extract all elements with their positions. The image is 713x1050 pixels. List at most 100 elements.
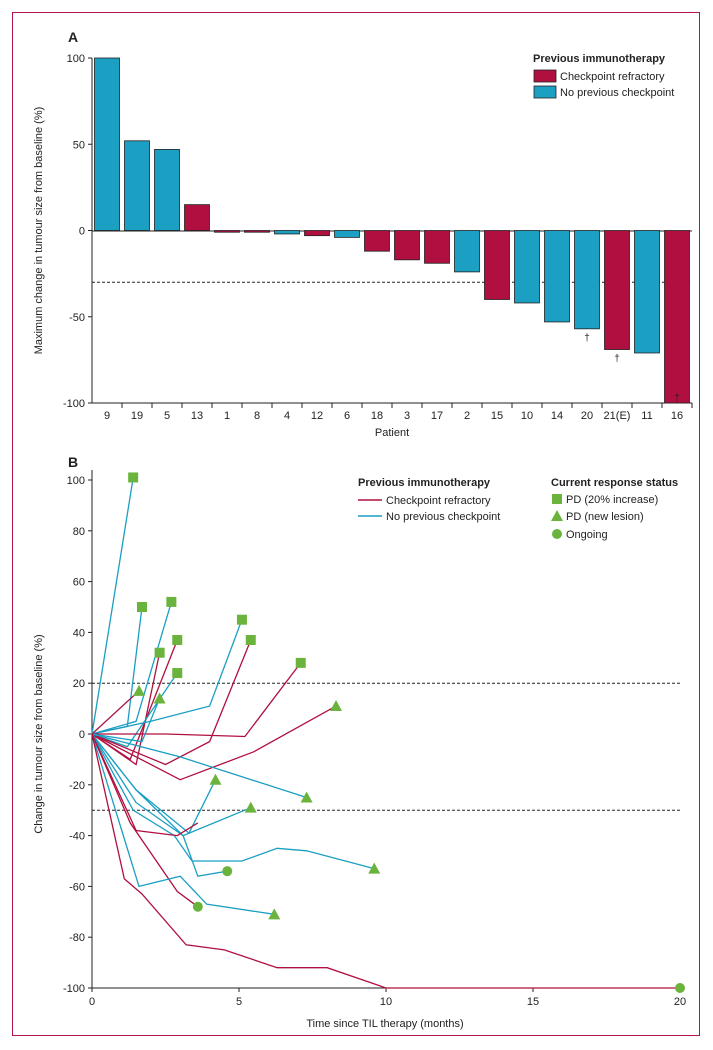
patient-trajectory-line — [91, 601, 173, 735]
legend-label-refractory: Checkpoint refractory — [560, 71, 665, 83]
marker-ongoing — [675, 983, 685, 993]
marker-pd-20-increase — [136, 602, 147, 612]
patient-trajectory-line — [91, 606, 143, 735]
bar-patient — [124, 140, 150, 231]
marker-pd-new-lesion — [300, 791, 313, 803]
marker-pd-20-increase — [236, 614, 247, 625]
panel-b-title: B — [68, 454, 78, 470]
patient-trajectory-line — [91, 639, 252, 766]
panel-a-y-tick-label: 100 — [67, 53, 85, 65]
panel-b-y-tick-label: 40 — [73, 627, 85, 639]
panel-b-y-tick-label: -100 — [63, 983, 85, 995]
bar-patient — [304, 230, 330, 237]
patient-trajectory-line — [91, 690, 140, 735]
panel-a-y-tick-label: 50 — [73, 139, 85, 151]
patient-trajectory-line — [91, 698, 161, 743]
panel-b-y-tick-label: -60 — [69, 881, 85, 893]
bar-patient — [424, 230, 450, 264]
panel-b-x-tick-label: 15 — [527, 996, 539, 1008]
marker-pd-new-lesion — [244, 801, 257, 813]
marker-pd-new-lesion — [368, 862, 381, 874]
panel-b-y-tick-label: -80 — [69, 932, 85, 944]
legend-marker-triangle — [551, 510, 563, 521]
legend-line-label-refractory: Checkpoint refractory — [386, 495, 491, 507]
dagger-mark: † — [614, 354, 620, 365]
panel-b-status-legend: Current response status PD (20% increase… — [551, 477, 678, 541]
bar-patient — [214, 230, 240, 233]
panel-b-x-tick-label: 20 — [674, 996, 686, 1008]
patient-trajectory-line — [92, 662, 302, 738]
patient-label: 10 — [521, 410, 533, 422]
patient-label: 14 — [551, 410, 563, 422]
bar-patient — [574, 230, 600, 330]
patient-label: 4 — [284, 410, 290, 422]
marker-pd-new-lesion — [209, 773, 222, 785]
panel-b-x-tick-label: 10 — [380, 996, 392, 1008]
patient-label: 18 — [371, 410, 383, 422]
dagger-mark: † — [674, 393, 680, 404]
bar-patient — [484, 230, 510, 300]
legend-label-none: No previous checkpoint — [560, 87, 674, 99]
figure-frame — [12, 12, 700, 1036]
marker-pd-20-increase — [154, 647, 165, 658]
legend-line-label-none: No previous checkpoint — [386, 511, 500, 523]
patient-trajectory-line — [91, 733, 375, 870]
bar-patient — [514, 230, 540, 304]
panel-b-x-tick-label: 5 — [236, 996, 242, 1008]
panel-a-y-tick-label: -100 — [63, 398, 85, 410]
patient-label: 17 — [431, 410, 443, 422]
legend-status-label-square: PD (20% increase) — [566, 494, 658, 506]
panel-b-y-tick-label: 80 — [73, 526, 85, 538]
legend-status-label-triangle: PD (new lesion) — [566, 511, 644, 523]
marker-pd-new-lesion — [330, 700, 343, 712]
patient-label: 13 — [191, 410, 203, 422]
marker-ongoing — [222, 866, 233, 877]
patient-trajectory-line — [91, 733, 252, 837]
patient-label: 9 — [104, 410, 110, 422]
panel-a-y-tick-label: -50 — [69, 312, 85, 324]
bar-patient — [454, 230, 480, 273]
panel-b-y-tick-label: 20 — [73, 678, 85, 690]
legend-swatch-refractory — [533, 69, 557, 83]
patient-trajectory-line — [91, 477, 134, 735]
bar-patient — [244, 230, 270, 233]
marker-ongoing — [192, 901, 203, 912]
bar-patient — [364, 230, 390, 252]
patient-trajectory-line — [91, 733, 680, 989]
bar-patient — [544, 230, 570, 323]
marker-pd-new-lesion — [268, 908, 281, 920]
patient-label: 8 — [254, 410, 260, 422]
marker-pd-20-increase — [172, 635, 183, 646]
marker-pd-20-increase — [128, 472, 139, 483]
panel-b-y-tick-label: -40 — [69, 831, 85, 843]
panel-a-y-tick-label: 0 — [79, 226, 85, 238]
marker-pd-20-increase — [245, 635, 256, 646]
bar-patient — [154, 149, 180, 231]
patient-label: 2 — [464, 410, 470, 422]
patient-label: 3 — [404, 410, 410, 422]
patient-trajectory-line — [91, 733, 275, 915]
legend-swatch-none — [533, 85, 557, 99]
panel-b-x-tick-label: 0 — [89, 996, 95, 1008]
bar-patient — [334, 230, 360, 238]
bar-patient — [664, 230, 690, 404]
bar-patient — [394, 230, 420, 261]
patient-label: 1 — [224, 410, 230, 422]
marker-pd-new-lesion — [133, 684, 146, 696]
marker-pd-20-increase — [166, 596, 177, 607]
patient-label: 5 — [164, 410, 170, 422]
marker-pd-20-increase — [295, 657, 306, 668]
panel-b-therapy-legend: Previous immunotherapy Checkpoint refrac… — [358, 477, 500, 523]
patient-label: 12 — [311, 410, 323, 422]
panel-a-legend-title: Previous immunotherapy — [533, 53, 666, 65]
patient-trajectory-line — [91, 733, 199, 908]
panel-a-y-axis-label: Maximum change in tumour size from basel… — [33, 107, 45, 355]
marker-pd-new-lesion — [153, 692, 166, 704]
marker-pd-20-increase — [172, 668, 183, 679]
bar-patient — [604, 230, 630, 350]
panel-b-y-tick-label: 100 — [67, 475, 85, 487]
dagger-mark: † — [584, 333, 590, 344]
